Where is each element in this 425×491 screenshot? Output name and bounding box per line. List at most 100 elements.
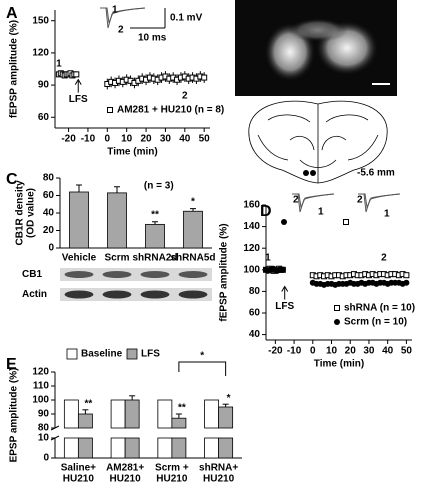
bar [157, 399, 173, 429]
significance: ** [151, 209, 159, 220]
x-tick-label: shRNA2d [132, 253, 177, 264]
trace [101, 7, 146, 24]
legend-marker [107, 107, 113, 113]
y-tick-label: 90 [38, 80, 50, 91]
blot-label: Actin [22, 289, 47, 300]
panel-label: C [6, 171, 18, 188]
bar [63, 399, 79, 429]
x-tick-label: 10 [121, 134, 133, 145]
blot-band [102, 271, 132, 278]
x-tick-label: -10 [81, 134, 96, 145]
inset-icon [281, 219, 287, 225]
significance: ** [178, 403, 186, 414]
y-tick-label: 150 [32, 15, 49, 26]
inset-label: 1 [112, 5, 118, 16]
y-axis-label: EPSP amplitude (%) [9, 368, 20, 463]
y-axis-label: fEPSP amplitude (%) [219, 223, 230, 321]
y-tick-label: 100 [32, 395, 49, 406]
arrow-head [74, 78, 82, 85]
panel-label: A [6, 5, 18, 22]
bar [110, 399, 126, 429]
x-tick-label: Saline+ [61, 463, 96, 474]
annotation: 1 [265, 253, 271, 264]
bar [218, 437, 234, 459]
panel-b: B -5.6 mm [235, 0, 397, 184]
significance: * [191, 196, 195, 207]
x-tick-label: 0 [105, 134, 111, 145]
y-tick-label: 10 [38, 433, 50, 444]
bar [69, 191, 89, 249]
y-tick-label: 110 [33, 381, 50, 392]
bar [171, 417, 187, 429]
y-tick-label: 100 [243, 264, 260, 275]
x-tick-label: -10 [287, 346, 302, 357]
legend-label: LFS [141, 349, 160, 360]
data-point [279, 266, 286, 273]
bar [77, 413, 93, 429]
y-tick-label: 120 [32, 48, 49, 59]
y-tick-label: 40 [43, 208, 55, 219]
legend-label: Baseline [81, 349, 123, 360]
significance: ** [84, 398, 92, 409]
x-tick-label: -20 [268, 346, 283, 357]
y-tick-label: 120 [243, 243, 260, 254]
bar [63, 437, 79, 459]
x-tick-label: 0 [310, 346, 316, 357]
x-tick-label: Scrm + [155, 463, 189, 474]
x-tick-label: 20 [345, 346, 357, 357]
x-tick-label: 30 [363, 346, 375, 357]
injection-site [303, 170, 309, 176]
legend-marker [334, 319, 340, 325]
blot-label: CB1 [22, 269, 42, 280]
blot-band [178, 290, 208, 299]
legend-label: shRNA (n = 10) [344, 303, 415, 314]
x-axis-label: Time (min) [314, 359, 364, 370]
inset-label: 2 [293, 195, 299, 206]
comparison-bracket [178, 361, 227, 376]
x-tick-label: HU210 [110, 474, 142, 485]
x-tick-label: 10 [326, 346, 338, 357]
trace [359, 193, 401, 210]
blot-band [178, 271, 208, 278]
bar [204, 399, 220, 429]
y-axis-label: CB1R density [15, 180, 26, 245]
arrow-head [281, 285, 289, 292]
significance: * [227, 393, 231, 404]
blot-band [64, 271, 94, 278]
y-tick-label: 20 [43, 225, 55, 236]
section-level: -5.6 mm [357, 168, 395, 179]
y-tick-label: 40 [249, 329, 261, 340]
atlas-section [248, 100, 388, 184]
bar [110, 437, 126, 459]
y-tick-label: 60 [38, 112, 50, 123]
blot-band [140, 290, 170, 299]
x-tick-label: Scrm [104, 253, 129, 264]
legend-swatch [126, 348, 138, 360]
y-tick-label: 80 [249, 286, 261, 297]
legend-marker [334, 305, 340, 311]
scale-label: 0.1 mV [170, 13, 203, 24]
injection-site [310, 170, 316, 176]
x-tick-label: Vehicle [62, 253, 97, 264]
annotation: LFS [275, 301, 294, 312]
y-tick-label: 60 [249, 308, 261, 319]
bar [77, 437, 93, 459]
annotation: LFS [69, 94, 88, 105]
y-axis-label: fEPSP amplitude (%) [9, 20, 20, 118]
x-tick-label: shRNA+ [199, 463, 238, 474]
y-tick-label: 60 [43, 190, 55, 201]
y-axis-label: (OD value) [26, 188, 37, 238]
x-tick-label: 50 [199, 134, 211, 145]
blot-band [140, 271, 170, 278]
legend-swatch [66, 348, 78, 360]
bar [171, 437, 187, 459]
x-tick-label: AM281+ [106, 463, 144, 474]
bar [218, 406, 234, 429]
bar [124, 399, 140, 429]
legend-label: Scrm (n = 10) [344, 317, 407, 328]
x-axis-label: Time (min) [107, 147, 157, 158]
y-tick-label: 80 [38, 423, 50, 434]
x-tick-label: 40 [382, 346, 394, 357]
x-tick-label: 30 [160, 134, 172, 145]
note: (n = 3) [144, 181, 174, 192]
